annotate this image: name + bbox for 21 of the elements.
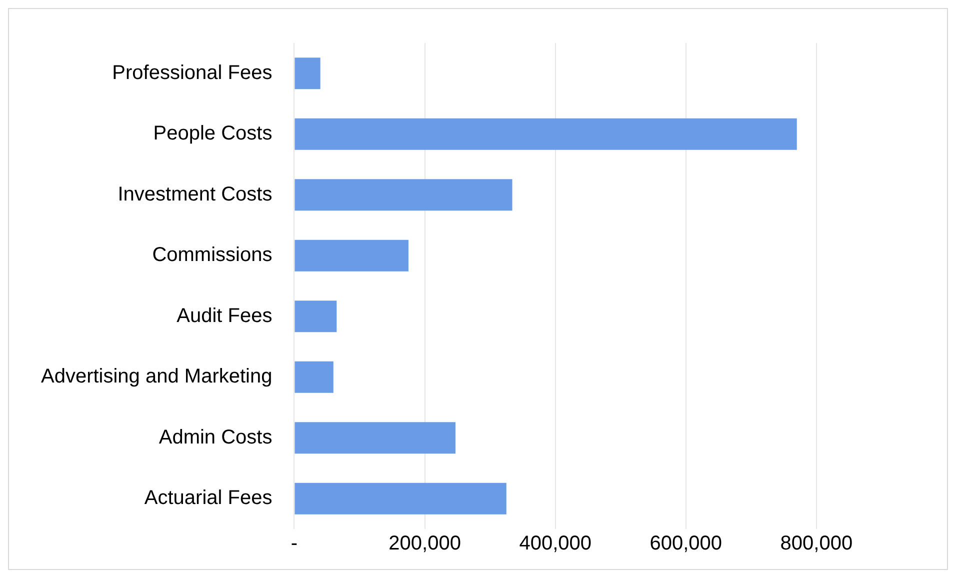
x-tick-label: 200,000	[388, 532, 461, 555]
y-tick-label: Actuarial Fees	[144, 487, 272, 510]
y-tick-label: Audit Fees	[176, 304, 272, 327]
y-tick-label: Admin Costs	[158, 426, 272, 448]
x-tick-label: -	[290, 532, 298, 555]
bar	[294, 300, 337, 332]
y-tick-label: Investment Costs	[118, 183, 272, 206]
bar	[294, 179, 512, 211]
x-tick-label: 600,000	[650, 532, 722, 555]
bar	[294, 118, 797, 150]
bar	[294, 482, 506, 514]
bar	[294, 361, 334, 393]
bar	[294, 58, 320, 90]
x-tick-label: 800,000	[780, 532, 853, 555]
y-tick-label: Professional Fees	[112, 62, 272, 84]
y-tick-label: Advertising and Marketing	[40, 366, 272, 388]
bar	[294, 422, 456, 454]
x-tick-label: 400,000	[519, 532, 592, 555]
y-tick-label: People Costs	[153, 122, 272, 145]
y-tick-label: Commissions	[152, 244, 272, 266]
bar	[294, 240, 408, 272]
